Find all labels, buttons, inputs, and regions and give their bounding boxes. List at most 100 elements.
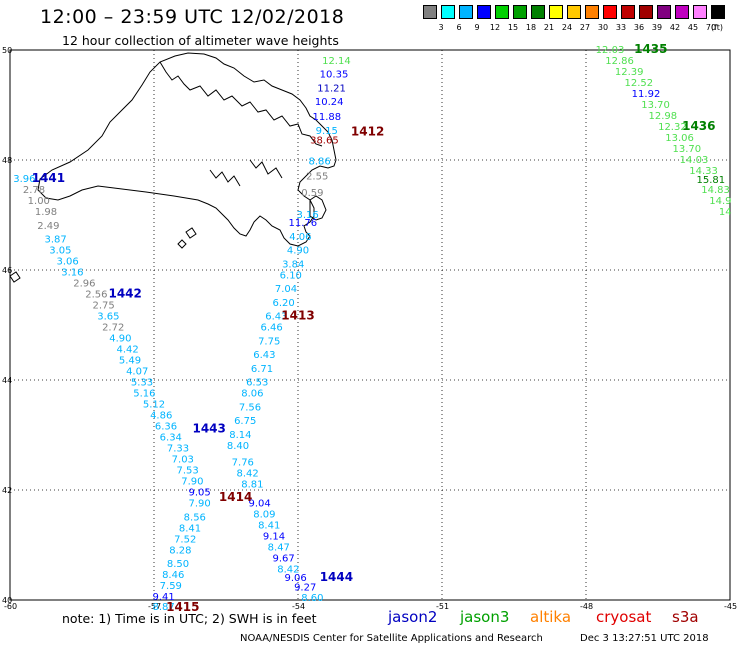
satellite-legend-item: jason2: [388, 608, 438, 626]
wave-height-value: 8.86: [308, 156, 330, 167]
page-title: 12:00 – 23:59 UTC 12/02/2018: [40, 6, 345, 28]
wave-height-value: 11.76: [288, 218, 317, 229]
scale-label: 33: [615, 23, 627, 32]
orbit-number-label: 1444: [320, 570, 353, 584]
wave-height-value: 8.46: [162, 570, 184, 581]
wave-height-value: 8.42: [277, 565, 299, 576]
wave-height-value: 6.20: [272, 298, 294, 309]
orbit-number-label: 1436: [682, 119, 715, 133]
wave-height-value: 8.87: [152, 602, 174, 613]
wave-height-value: 14.83: [701, 185, 730, 196]
orbit-number-label: 1415: [166, 600, 199, 614]
wave-height-value: 10.24: [315, 97, 344, 108]
wave-height-map: 50 48 46 44 42 40-60 -57 -54 -51 -48 -45 12.14 10.3…: [2, 42, 737, 614]
wave-height-value: 14.9: [709, 196, 731, 207]
scale-label: 12: [489, 23, 501, 32]
wave-height-value: 3.16: [296, 210, 318, 221]
wave-height-value: 12.03: [596, 45, 625, 56]
wave-height-value: 4.86: [150, 411, 172, 422]
wave-height-value: 4.90: [287, 246, 309, 257]
wave-height-value: 3.87: [44, 235, 66, 246]
wave-height-value: 7.53: [176, 466, 198, 477]
wave-height-value: 9.15: [316, 126, 338, 137]
bay-inlet-2: [249, 159, 283, 179]
lon-tick-label: -57: [148, 602, 161, 611]
scale-label: 36: [633, 23, 645, 32]
wave-height-value: 7.56: [239, 402, 261, 413]
wave-height-value: 7.03: [172, 455, 194, 466]
wave-height-value: 4.42: [116, 345, 138, 356]
wave-height-value: 12.86: [605, 56, 634, 67]
lon-tick-label: -60: [4, 602, 17, 611]
small-island-3: [9, 271, 21, 283]
scale-label: 6: [456, 23, 462, 32]
footer-timestamp: Dec 3 13:27:51 UTC 2018: [580, 633, 709, 644]
scale-swatch: [621, 5, 635, 19]
wave-height-value: 8.41: [179, 523, 201, 534]
scale-swatch: [477, 5, 491, 19]
lon-tick-label: -48: [580, 602, 593, 611]
wave-height-value: 2.96: [73, 279, 95, 290]
wave-height-value: 12.52: [624, 78, 653, 89]
scale-label: 45: [687, 23, 699, 32]
wave-height-value: 9.27: [294, 583, 316, 594]
wave-height-value: 6.43: [253, 350, 275, 361]
wave-height-value: 9.05: [188, 488, 210, 499]
scale-swatch: [693, 5, 707, 19]
wave-height-value: 12.14: [322, 56, 351, 67]
wave-height-value: 9.41: [152, 592, 174, 603]
scale-label: 42: [669, 23, 681, 32]
scale-swatch: [567, 5, 581, 19]
wave-height-value: 8.14: [229, 430, 251, 441]
wave-height-value: 6.10: [280, 270, 302, 281]
wave-height-value: 1.00: [28, 196, 50, 207]
wave-height-value: 1.98: [35, 207, 57, 218]
wave-height-value: 7.75: [258, 336, 280, 347]
wave-height-value: 12.98: [648, 111, 677, 122]
scale-swatch: [657, 5, 671, 19]
scale-label: 27: [579, 23, 591, 32]
wave-height-value: 8.81: [241, 479, 263, 490]
scale-swatch: [459, 5, 473, 19]
wave-height-value: 13.70: [641, 100, 670, 111]
scale-swatch: [441, 5, 455, 19]
orbit-labels-layer: 1412 1435 1436 1441 1442 1413 1443 1414 1444 1415: [32, 42, 716, 614]
wave-height-value: 2.72: [102, 323, 124, 334]
wave-height-value: 12.32: [658, 122, 687, 133]
wave-height-value: 13.06: [665, 133, 694, 144]
satellite-legend-item: s3a: [672, 608, 699, 626]
scale-swatch: [585, 5, 599, 19]
wave-height-value: 9.67: [272, 554, 294, 565]
color-scale-unit: (ft): [711, 23, 724, 32]
wave-height-value: 15.81: [696, 175, 725, 186]
map-frame: [9, 49, 731, 601]
lat-tick-label: 50: [2, 46, 12, 55]
avalon-peninsula: [309, 195, 327, 221]
scale-label: 30: [597, 23, 609, 32]
scale-swatch: [711, 5, 725, 19]
wave-height-value: 38.65: [310, 136, 339, 147]
orbit-number-label: 1441: [32, 171, 65, 185]
wave-height-value: 8.50: [167, 559, 189, 570]
wave-height-value: 8.56: [184, 512, 206, 523]
page-subtitle: 12 hour collection of altimeter wave hei…: [62, 33, 339, 48]
graticule: 50 48 46 44 42 40-60 -57 -54 -51 -48 -45: [2, 46, 737, 611]
wave-height-value: 8.09: [253, 510, 275, 521]
wave-height-value: 14.33: [689, 166, 718, 177]
lat-tick-label: 46: [2, 266, 12, 275]
wave-height-value: 12.39: [615, 67, 644, 78]
orbit-number-label: 1443: [192, 421, 225, 435]
wave-height-value: 4.90: [109, 334, 131, 345]
wave-height-value: 6.71: [251, 364, 273, 375]
wave-height-value: 5.12: [143, 400, 165, 411]
wave-height-value: 7.59: [160, 581, 182, 592]
wave-height-value: 6.75: [234, 416, 256, 427]
wave-height-value: 14.03: [680, 155, 709, 166]
scale-swatch: [675, 5, 689, 19]
wave-height-value: 2.75: [92, 301, 114, 312]
lat-tick-label: 40: [2, 596, 12, 605]
lon-tick-label: -45: [724, 602, 737, 611]
scale-label: 21: [543, 23, 555, 32]
wave-height-value: 7.04: [275, 284, 297, 295]
wave-height-value: 6.53: [246, 378, 268, 389]
